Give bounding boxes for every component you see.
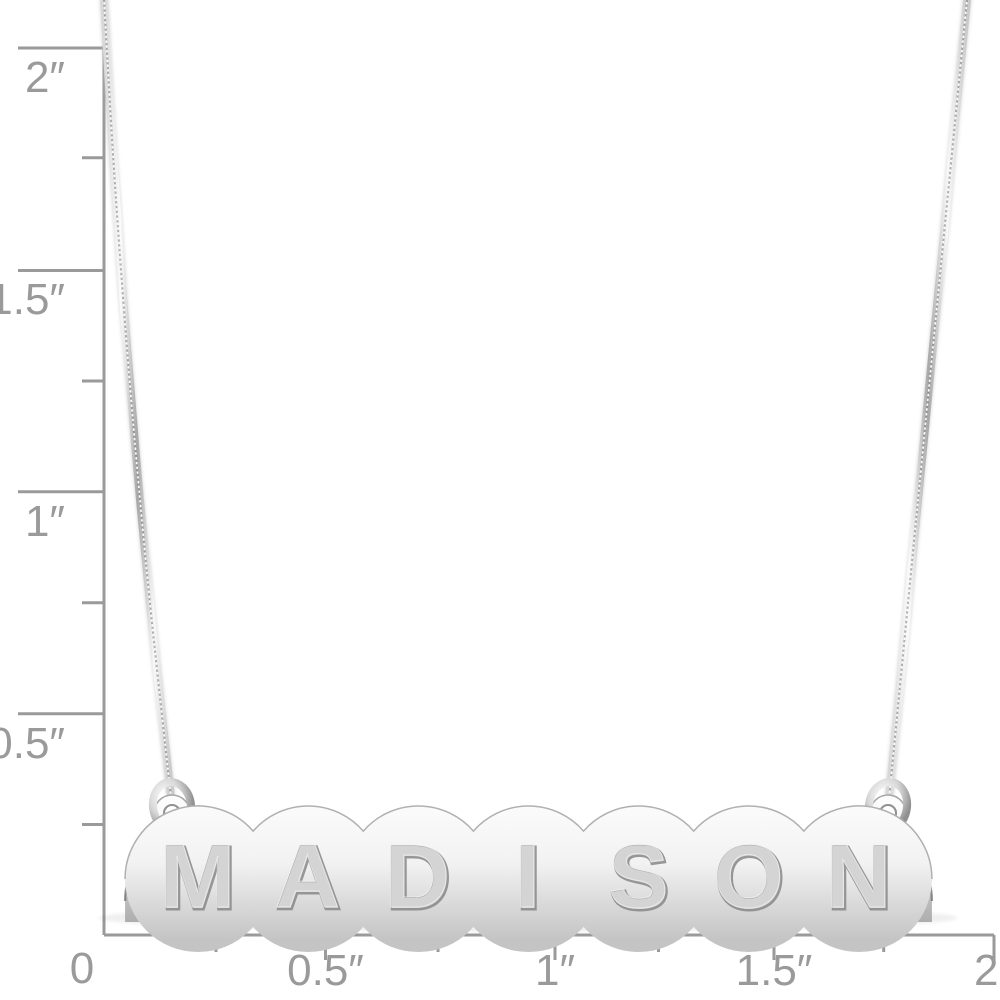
svg-text:A: A — [275, 827, 340, 927]
svg-text:O: O — [713, 827, 783, 927]
svg-text:D: D — [385, 827, 450, 927]
svg-text:M: M — [160, 827, 235, 927]
svg-text:0.5″: 0.5″ — [0, 719, 65, 768]
svg-text:1″: 1″ — [535, 946, 575, 995]
svg-text:1″: 1″ — [25, 497, 65, 546]
svg-text:0: 0 — [70, 944, 94, 993]
svg-text:0.5″: 0.5″ — [287, 946, 364, 995]
svg-text:S: S — [608, 827, 668, 927]
svg-text:I: I — [515, 827, 540, 927]
svg-text:N: N — [826, 827, 891, 927]
svg-text:1.5″: 1.5″ — [0, 275, 65, 324]
svg-text:1.5″: 1.5″ — [736, 946, 813, 995]
svg-text:2″: 2″ — [25, 53, 65, 102]
svg-text:2″: 2″ — [974, 946, 1000, 995]
